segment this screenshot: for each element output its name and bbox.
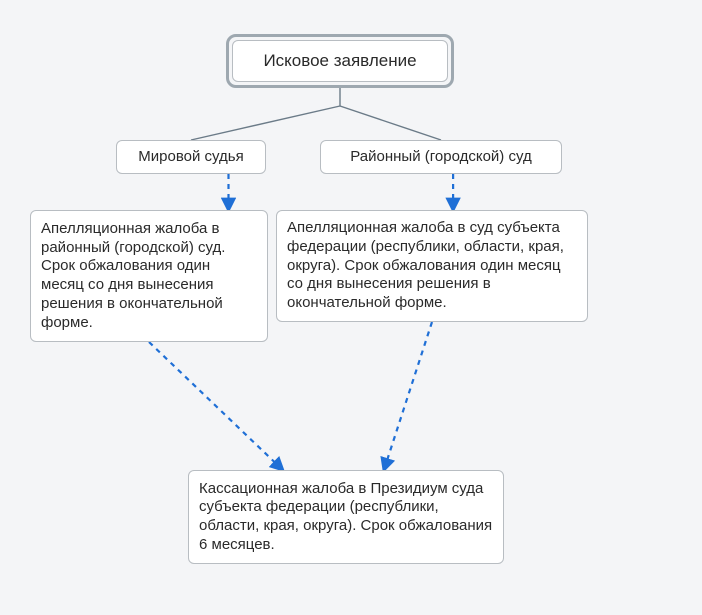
node-root-label: Исковое заявление [263,51,416,71]
node-l1a: Мировой судья [116,140,266,174]
node-l2b: Апелляционная жалоба в суд субъекта феде… [276,210,588,322]
node-l1b: Районный (городской) суд [320,140,562,174]
node-l2b-label: Апелляционная жалоба в суд субъекта феде… [287,219,577,313]
node-l1a-label: Мировой судья [138,148,243,167]
node-l2a: Апелляционная жалоба в районный (городск… [30,210,268,342]
node-l1b-label: Районный (городской) суд [350,148,531,167]
node-l3-label: Кассационная жалоба в Президиум суда суб… [199,480,493,555]
node-root: Исковое заявление [226,34,454,88]
node-l3: Кассационная жалоба в Президиум суда суб… [188,470,504,564]
node-l2a-label: Апелляционная жалоба в районный (городск… [41,220,257,333]
